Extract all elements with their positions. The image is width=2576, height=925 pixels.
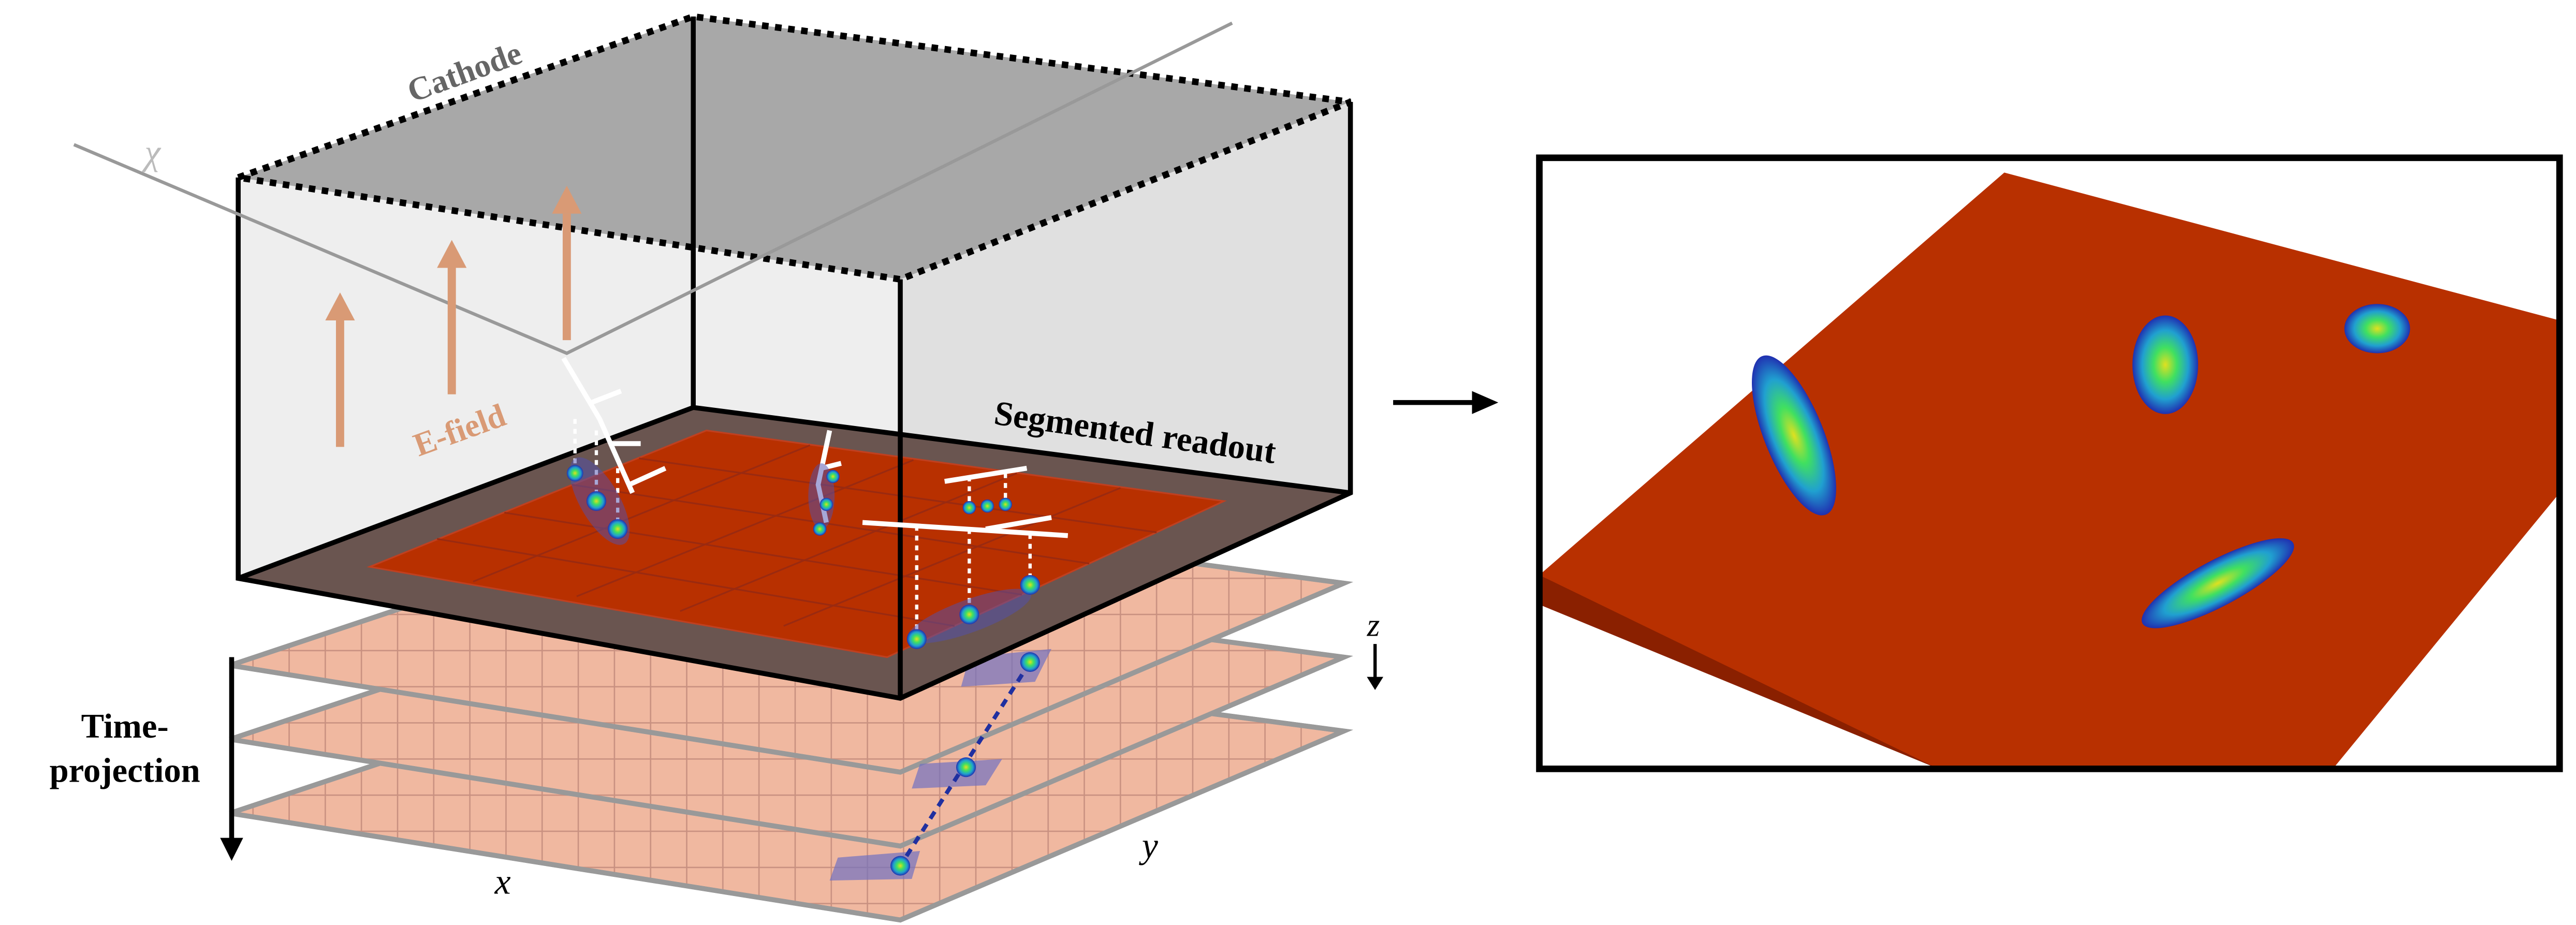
reconstruction-panel [1540, 158, 2560, 769]
y-label: y [1139, 826, 1159, 866]
diagram: Cathode χ E-field Segmented readout z Ti… [0, 0, 2576, 925]
time-projection-label: projection [50, 752, 200, 790]
hit [1020, 652, 1040, 672]
z-label: z [1367, 606, 1380, 643]
time-projection-label: Time- [81, 708, 169, 745]
hit [890, 856, 910, 876]
cluster [2345, 304, 2410, 353]
cluster [2132, 315, 2198, 414]
hit [956, 757, 976, 777]
chi-label: χ [141, 133, 162, 173]
x-label: x [494, 862, 511, 902]
